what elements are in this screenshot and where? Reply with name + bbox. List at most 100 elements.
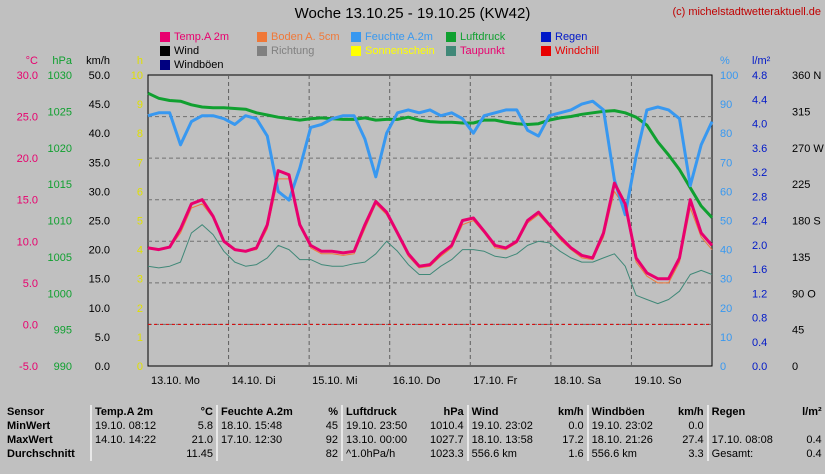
- stats-cell: 0.4: [806, 448, 822, 460]
- legend-sunshine: Sonnenschein: [351, 45, 435, 57]
- hpa-tick-label: 995: [54, 325, 72, 337]
- hpa-tick-label: 1015: [48, 179, 72, 191]
- rain-tick-label: 4.4: [752, 94, 767, 106]
- stats-cell: 556.6 km: [466, 447, 551, 461]
- stats-cell: 1010.4: [430, 420, 464, 432]
- celsius-tick-label: 15.0: [17, 195, 38, 207]
- hpa-tick-label: 1000: [48, 288, 72, 300]
- kmh-tick-label: 40.0: [89, 128, 110, 140]
- rain-tick-label: 0.4: [752, 337, 767, 349]
- percent-tick-label: 30: [720, 274, 732, 286]
- direction-tick-label: 45: [792, 325, 804, 337]
- stats-cell: 1023.3: [430, 448, 464, 460]
- celsius-tick-label: 30.0: [17, 70, 38, 82]
- hours-tick-label: 10: [131, 70, 143, 82]
- hpa-axis-unit: hPa: [52, 55, 72, 67]
- stats-col-humidity-unit: %: [328, 406, 338, 418]
- legend-label: Richtung: [271, 45, 315, 57]
- kmh-tick-label: 25.0: [89, 216, 110, 228]
- kmh-tick-label: 15.0: [89, 274, 110, 286]
- stats-col-rain: Regen: [706, 405, 789, 419]
- stats-col-gusts: Windböen: [586, 405, 671, 419]
- stats-cell: 19.10. 23:02: [586, 419, 671, 433]
- hours-tick-label: 3: [137, 274, 143, 286]
- stats-cell: 19.10. 23:02: [466, 419, 551, 433]
- legend-label: Boden A. 5cm: [271, 31, 340, 43]
- legend-label: Windböen: [174, 59, 224, 71]
- kmh-tick-label: 20.0: [89, 245, 110, 257]
- stats-row-avg: Durchschnitt 11.45 82 ^1.0hPa/h 1023.3 5…: [4, 447, 825, 461]
- stats-cell: 13.10. 00:00: [341, 433, 427, 447]
- legend-label: Temp.A 2m: [174, 31, 230, 43]
- stats-cell: 1.6: [568, 448, 584, 460]
- legend-label: Wind: [174, 45, 200, 57]
- legend-swatch: [351, 32, 361, 42]
- legend-swatch: [160, 32, 170, 42]
- stats-col-rain-unit: l/m²: [802, 406, 822, 418]
- stats-cell: 18.10. 21:26: [586, 433, 671, 447]
- legend-gusts: Windböen: [160, 59, 224, 71]
- kmh-tick-label: 5.0: [95, 332, 110, 344]
- legend-soil: Boden A. 5cm: [257, 31, 340, 43]
- hpa-tick-label: 1025: [48, 106, 72, 118]
- legend-swatch: [541, 32, 551, 42]
- stats-col-pressure: Luftdruck: [341, 405, 427, 419]
- stats-cell: 11.45: [186, 448, 213, 460]
- x-tick-label: 15.10. Mi: [312, 375, 357, 387]
- legend-temp: Temp.A 2m: [160, 31, 229, 43]
- plot-area: [147, 74, 713, 367]
- direction-tick-label: 360 N: [792, 70, 821, 82]
- stats-col-wind-unit: km/h: [557, 406, 584, 418]
- rain-tick-label: 2.0: [752, 240, 767, 252]
- rain-tick-label: 1.6: [752, 264, 767, 276]
- kmh-tick-label: 35.0: [89, 157, 110, 169]
- stats-cell: ^1.0hPa/h: [341, 447, 427, 461]
- series-line-temp-a-2m: [147, 169, 714, 281]
- direction-tick-label: 225: [792, 179, 810, 191]
- direction-tick-label: 270 W: [792, 143, 824, 155]
- percent-axis-unit: %: [720, 55, 730, 67]
- stats-cell: 3.3: [688, 448, 704, 460]
- stats-col-humidity: Feuchte A.2m: [216, 405, 319, 419]
- stats-cell: 556.6 km: [586, 447, 671, 461]
- celsius-tick-label: 5.0: [23, 278, 38, 290]
- percent-tick-label: 50: [720, 216, 732, 228]
- stats-cell: 21.0: [191, 434, 213, 446]
- direction-tick-label: 90 O: [792, 288, 816, 300]
- percent-tick-label: 100: [720, 70, 738, 82]
- rain-tick-label: 2.8: [752, 191, 767, 203]
- legend-swatch: [446, 32, 456, 42]
- kmh-tick-label: 0.0: [95, 361, 110, 373]
- hpa-tick-label: 1005: [48, 252, 72, 264]
- hpa-tick-label: 1010: [48, 216, 72, 228]
- stats-col-pressure-unit: hPa: [443, 406, 464, 418]
- legend-swatch: [160, 60, 170, 70]
- rain-axis-unit: l/m²: [752, 55, 771, 67]
- weather-chart: 30.025.020.015.010.05.00.0-5.0°C10301025…: [17, 55, 825, 387]
- legend-direction: Richtung: [257, 45, 314, 57]
- hpa-tick-label: 1030: [48, 70, 72, 82]
- rain-tick-label: 4.0: [752, 119, 767, 131]
- copyright-link[interactable]: (c) michelstadtwetteraktuell.de: [672, 6, 821, 18]
- percent-tick-label: 20: [720, 303, 732, 315]
- legend-swatch: [351, 46, 361, 56]
- percent-tick-label: 80: [720, 128, 732, 140]
- legend-pressure: Luftdruck: [446, 31, 505, 43]
- stats-row-label: Durchschnitt: [7, 448, 75, 460]
- rain-tick-label: 0.8: [752, 313, 767, 325]
- stats-col-temp-unit: °C: [200, 406, 213, 418]
- percent-tick-label: 40: [720, 245, 732, 257]
- legend-rain: Regen: [541, 31, 587, 43]
- legend-swatch: [446, 46, 456, 56]
- rain-tick-label: 4.8: [752, 70, 767, 82]
- legend-swatch: [257, 46, 267, 56]
- percent-tick-label: 10: [720, 332, 732, 344]
- stats-cell: 19.10. 23:50: [341, 419, 427, 433]
- stats-cell: 14.10. 14:22: [90, 433, 180, 447]
- x-tick-label: 17.10. Fr: [473, 375, 517, 387]
- stats-row-max: MaxWert 14.10. 14:22 21.0 17.10. 12:30 9…: [4, 433, 825, 447]
- legend-label: Feuchte A.2m: [365, 31, 433, 43]
- stats-cell: 18.10. 15:48: [216, 419, 319, 433]
- stats-cell: 92: [325, 434, 338, 446]
- stats-cell: 1027.7: [430, 434, 464, 446]
